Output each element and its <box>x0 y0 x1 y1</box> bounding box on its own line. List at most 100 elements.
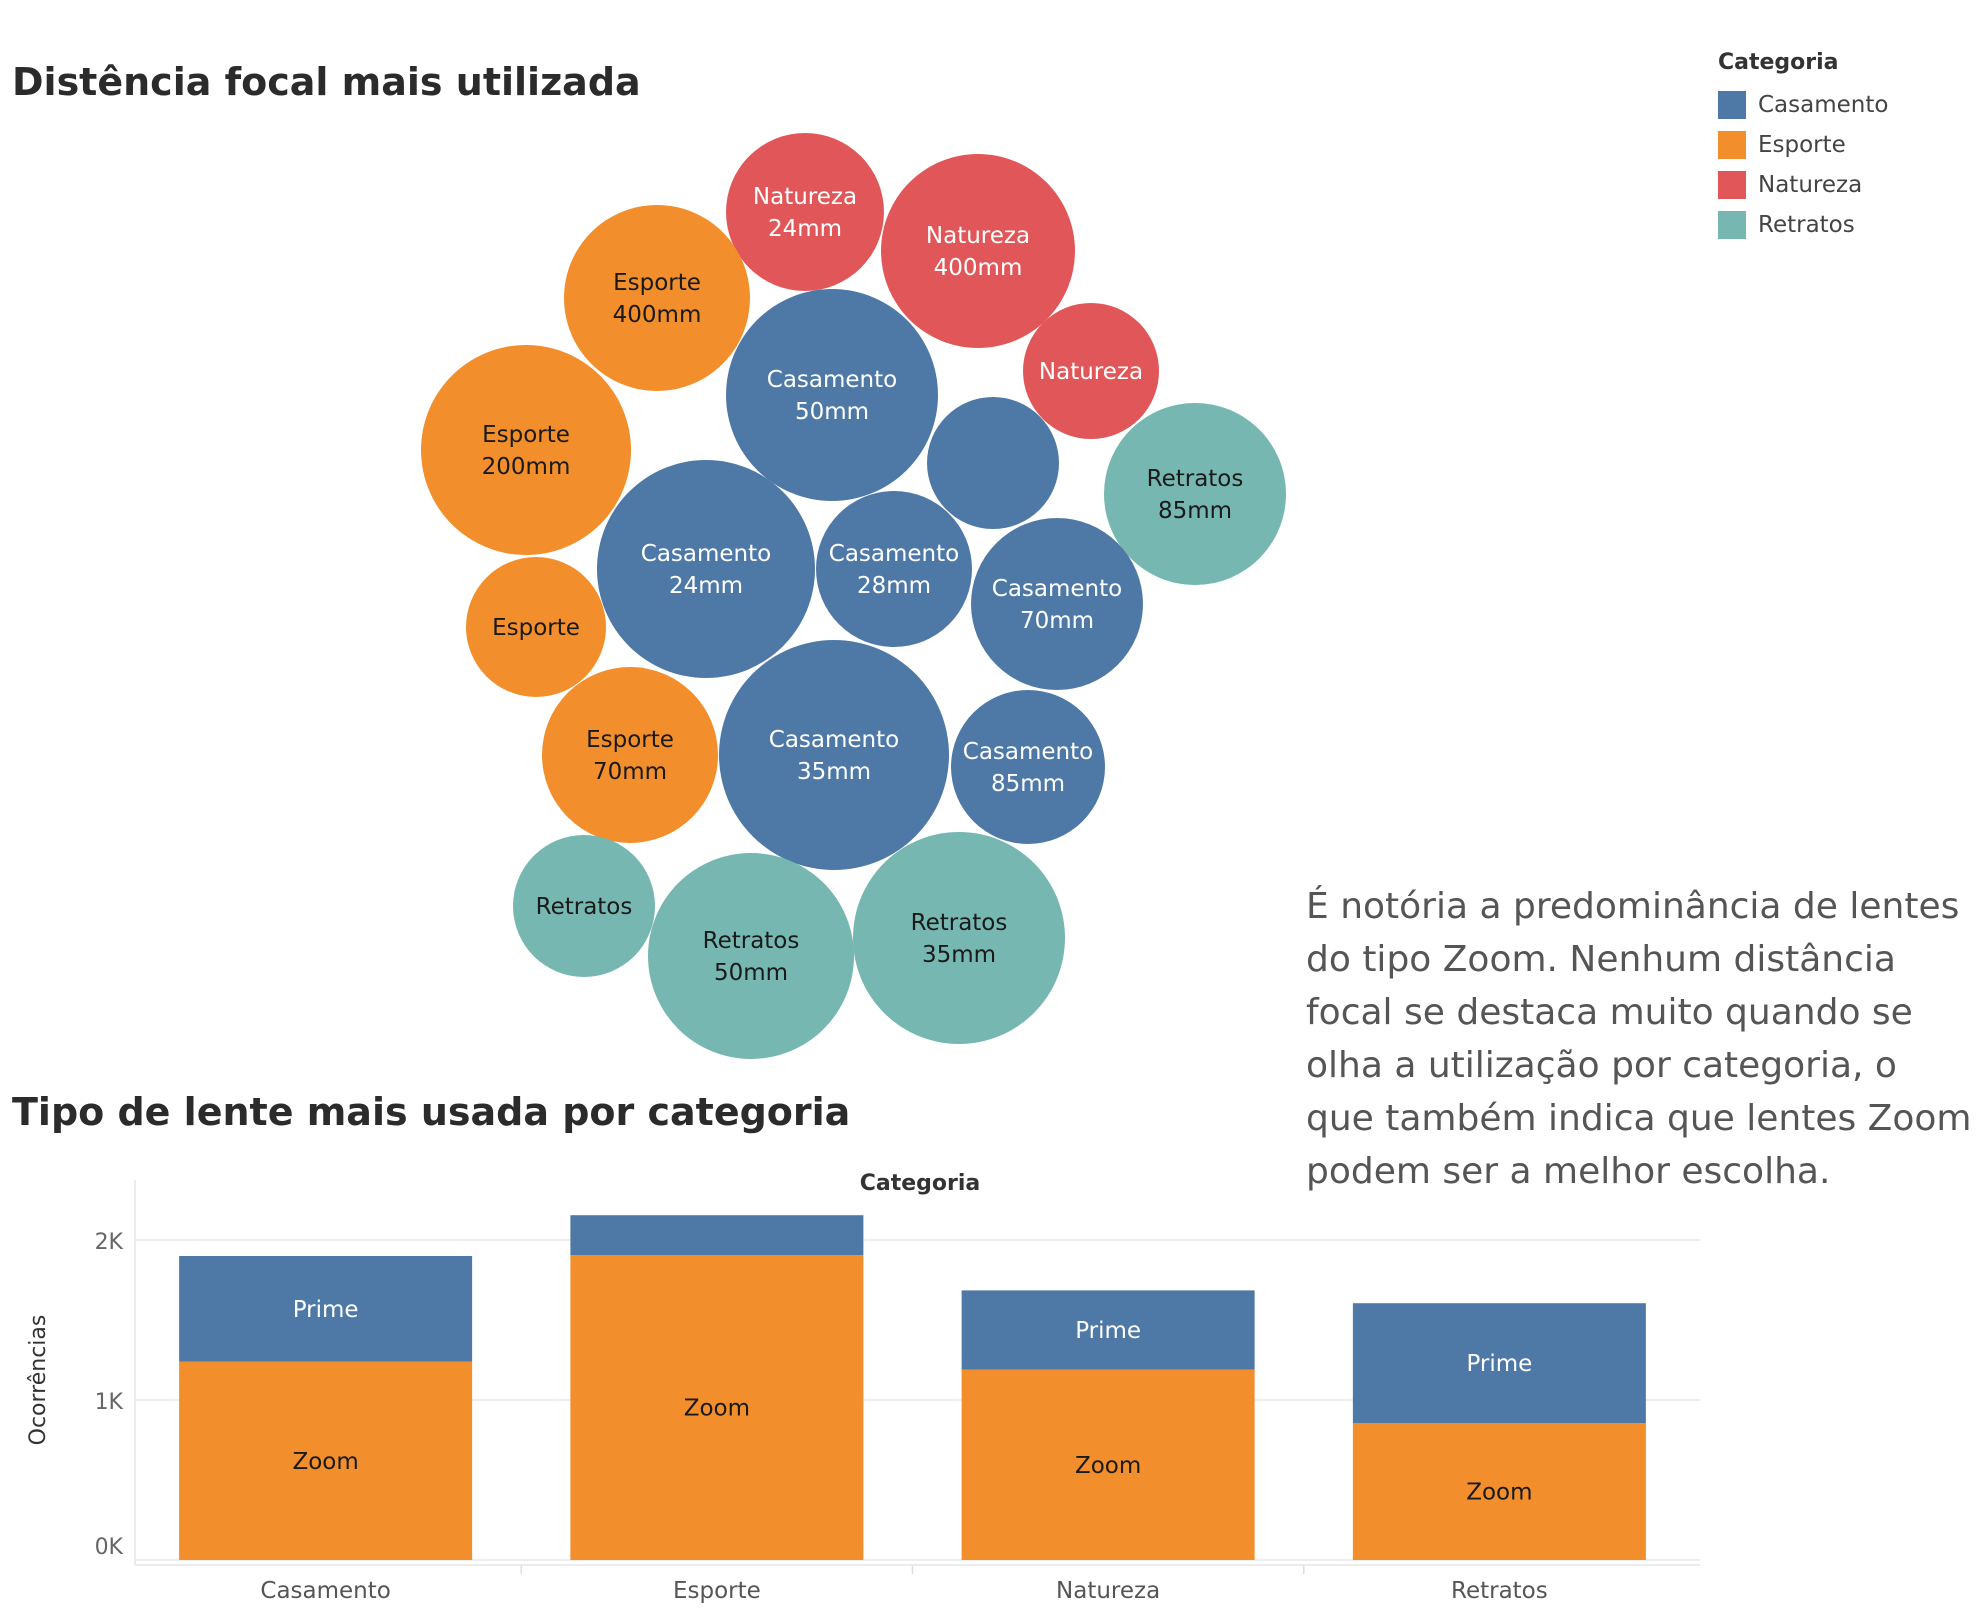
bubble-circle[interactable] <box>466 557 606 697</box>
bubble-focal-label: 85mm <box>1158 498 1232 524</box>
bubble-circle[interactable] <box>513 835 655 977</box>
legend-label: Natureza <box>1758 172 1863 198</box>
y-tick-label: 2K <box>95 1230 124 1255</box>
bubble-focal-label: 400mm <box>613 302 702 328</box>
bubble-casamento[interactable] <box>927 397 1059 529</box>
bubble-esporte-70mm[interactable]: Esporte 70mm <box>542 667 718 843</box>
legend-swatch <box>1718 91 1746 119</box>
bar-retratos-zoom[interactable] <box>1352 1423 1646 1560</box>
bar-retratos-prime[interactable] <box>1352 1303 1646 1424</box>
bubble-category-label: Natureza <box>1039 359 1143 385</box>
bubble-esporte-200mm[interactable]: Esporte 200mm <box>421 345 631 555</box>
bubble-category-label: Natureza <box>926 223 1030 249</box>
bubble-natureza[interactable]: Natureza <box>1023 303 1159 439</box>
legend[interactable]: Categoria Casamento Esporte Natureza Retrat… <box>1718 50 1888 245</box>
bubble-circle[interactable] <box>1104 403 1286 585</box>
legend-swatch <box>1718 131 1746 159</box>
bubble-focal-label: 35mm <box>922 942 996 968</box>
legend-swatch <box>1718 211 1746 239</box>
legend-swatch <box>1718 171 1746 199</box>
bubble-circle[interactable] <box>881 154 1075 348</box>
bar-natureza-zoom[interactable] <box>961 1369 1255 1560</box>
y-tick-label: 1K <box>95 1390 124 1415</box>
y-tick-label: 0K <box>95 1535 124 1560</box>
bubble-casamento-24mm[interactable]: Casamento 24mm <box>597 460 815 678</box>
x-tick-label: Natureza <box>1056 1578 1160 1604</box>
bubble-circle[interactable] <box>542 667 718 843</box>
bubble-circle[interactable] <box>421 345 631 555</box>
bubble-category-label: Casamento <box>829 541 959 567</box>
bubble-category-label: Retratos <box>536 894 633 920</box>
bubble-natureza-400mm[interactable]: Natureza 400mm <box>881 154 1075 348</box>
bubble-category-label: Retratos <box>1147 466 1244 492</box>
legend-item-retratos[interactable]: Retratos <box>1718 205 1888 245</box>
stacked-bar-chart: Categoria 0K 1K 2K Ocorrências Zoom Prime Casam… <box>26 1171 1700 1604</box>
bubble-retratos-35mm[interactable]: Retratos 35mm <box>853 832 1065 1044</box>
bubble-focal-label: 28mm <box>857 573 931 599</box>
bar-chart-header: Categoria <box>860 1171 981 1196</box>
bubble-retratos-85mm[interactable]: Retratos 85mm <box>1104 403 1286 585</box>
bubble-category-label: Retratos <box>703 928 800 954</box>
bubble-focal-label: 35mm <box>797 759 871 785</box>
bubble-casamento-70mm[interactable]: Casamento 70mm <box>971 518 1143 690</box>
bubble-casamento-28mm[interactable]: Casamento 28mm <box>816 491 972 647</box>
bubble-circle[interactable] <box>853 832 1065 1044</box>
bubble-natureza-24mm[interactable]: Natureza 24mm <box>726 133 884 291</box>
legend-item-casamento[interactable]: Casamento <box>1718 85 1888 125</box>
bubble-circle[interactable] <box>927 397 1059 529</box>
bubble-esporte[interactable]: Esporte <box>466 557 606 697</box>
bubble-category-label: Casamento <box>641 541 771 567</box>
bubble-retratos-50mm[interactable]: Retratos 50mm <box>648 853 854 1059</box>
legend-label: Retratos <box>1758 212 1855 238</box>
bubble-category-label: Esporte <box>482 422 570 448</box>
bar-segment-label: Zoom <box>1466 1480 1532 1506</box>
legend-title: Categoria <box>1718 50 1839 75</box>
bubble-retratos[interactable]: Retratos <box>513 835 655 977</box>
bubble-focal-label: 85mm <box>991 771 1065 797</box>
bar-casamento-prime[interactable] <box>179 1256 473 1362</box>
bubble-circle[interactable] <box>648 853 854 1059</box>
bubble-esporte-400mm[interactable]: Esporte 400mm <box>564 205 750 391</box>
bubble-circle[interactable] <box>726 133 884 291</box>
bubble-circle[interactable] <box>564 205 750 391</box>
bubble-category-label: Esporte <box>586 727 674 753</box>
bubble-circle[interactable] <box>1023 303 1159 439</box>
bubble-chart-title: Distência focal mais utilizada <box>12 60 641 104</box>
bubble-circle[interactable] <box>971 518 1143 690</box>
x-tick-label: Casamento <box>260 1578 390 1604</box>
legend-item-natureza[interactable]: Natureza <box>1718 165 1888 205</box>
bar-segment-label: Prime <box>1466 1351 1532 1377</box>
y-axis-label: Ocorrências <box>26 1315 51 1446</box>
bubble-circle[interactable] <box>816 491 972 647</box>
bar-esporte-prime[interactable] <box>570 1215 864 1256</box>
bubble-category-label: Retratos <box>911 910 1008 936</box>
annotation-text: É notória a predominância de lentes do t… <box>1306 886 1972 1192</box>
bubble-casamento-85mm[interactable]: Casamento 85mm <box>951 690 1105 844</box>
bubble-category-label: Esporte <box>492 615 580 641</box>
bar-natureza-prime[interactable] <box>961 1290 1255 1370</box>
legend-item-esporte[interactable]: Esporte <box>1718 125 1888 165</box>
bubble-circle[interactable] <box>726 289 938 501</box>
bar-segment-label: Prime <box>1075 1318 1141 1344</box>
bubble-focal-label: 24mm <box>669 573 743 599</box>
bubble-category-label: Esporte <box>613 270 701 296</box>
bubble-focal-label: 400mm <box>934 255 1023 281</box>
bubble-focal-label: 50mm <box>714 960 788 986</box>
bar-casamento-zoom[interactable] <box>179 1361 473 1560</box>
bubble-focal-label: 70mm <box>593 759 667 785</box>
bar-segment-label: Prime <box>293 1297 359 1323</box>
bubble-circle[interactable] <box>951 690 1105 844</box>
bubble-casamento-35mm[interactable]: Casamento 35mm <box>719 640 949 870</box>
x-tick-label: Retratos <box>1451 1578 1548 1604</box>
bubble-category-label: Casamento <box>767 367 897 393</box>
bubble-focal-label: 50mm <box>795 399 869 425</box>
bar-segment-label: Zoom <box>292 1449 358 1475</box>
bar-chart-title: Tipo de lente mais usada por categoria <box>12 1090 851 1134</box>
bubble-category-label: Casamento <box>992 576 1122 602</box>
bar-esporte-zoom[interactable] <box>570 1255 864 1560</box>
bubble-casamento-50mm[interactable]: Casamento 50mm <box>726 289 938 501</box>
bubble-circle[interactable] <box>719 640 949 870</box>
bubble-circle[interactable] <box>597 460 815 678</box>
bubble-focal-label: 70mm <box>1020 608 1094 634</box>
